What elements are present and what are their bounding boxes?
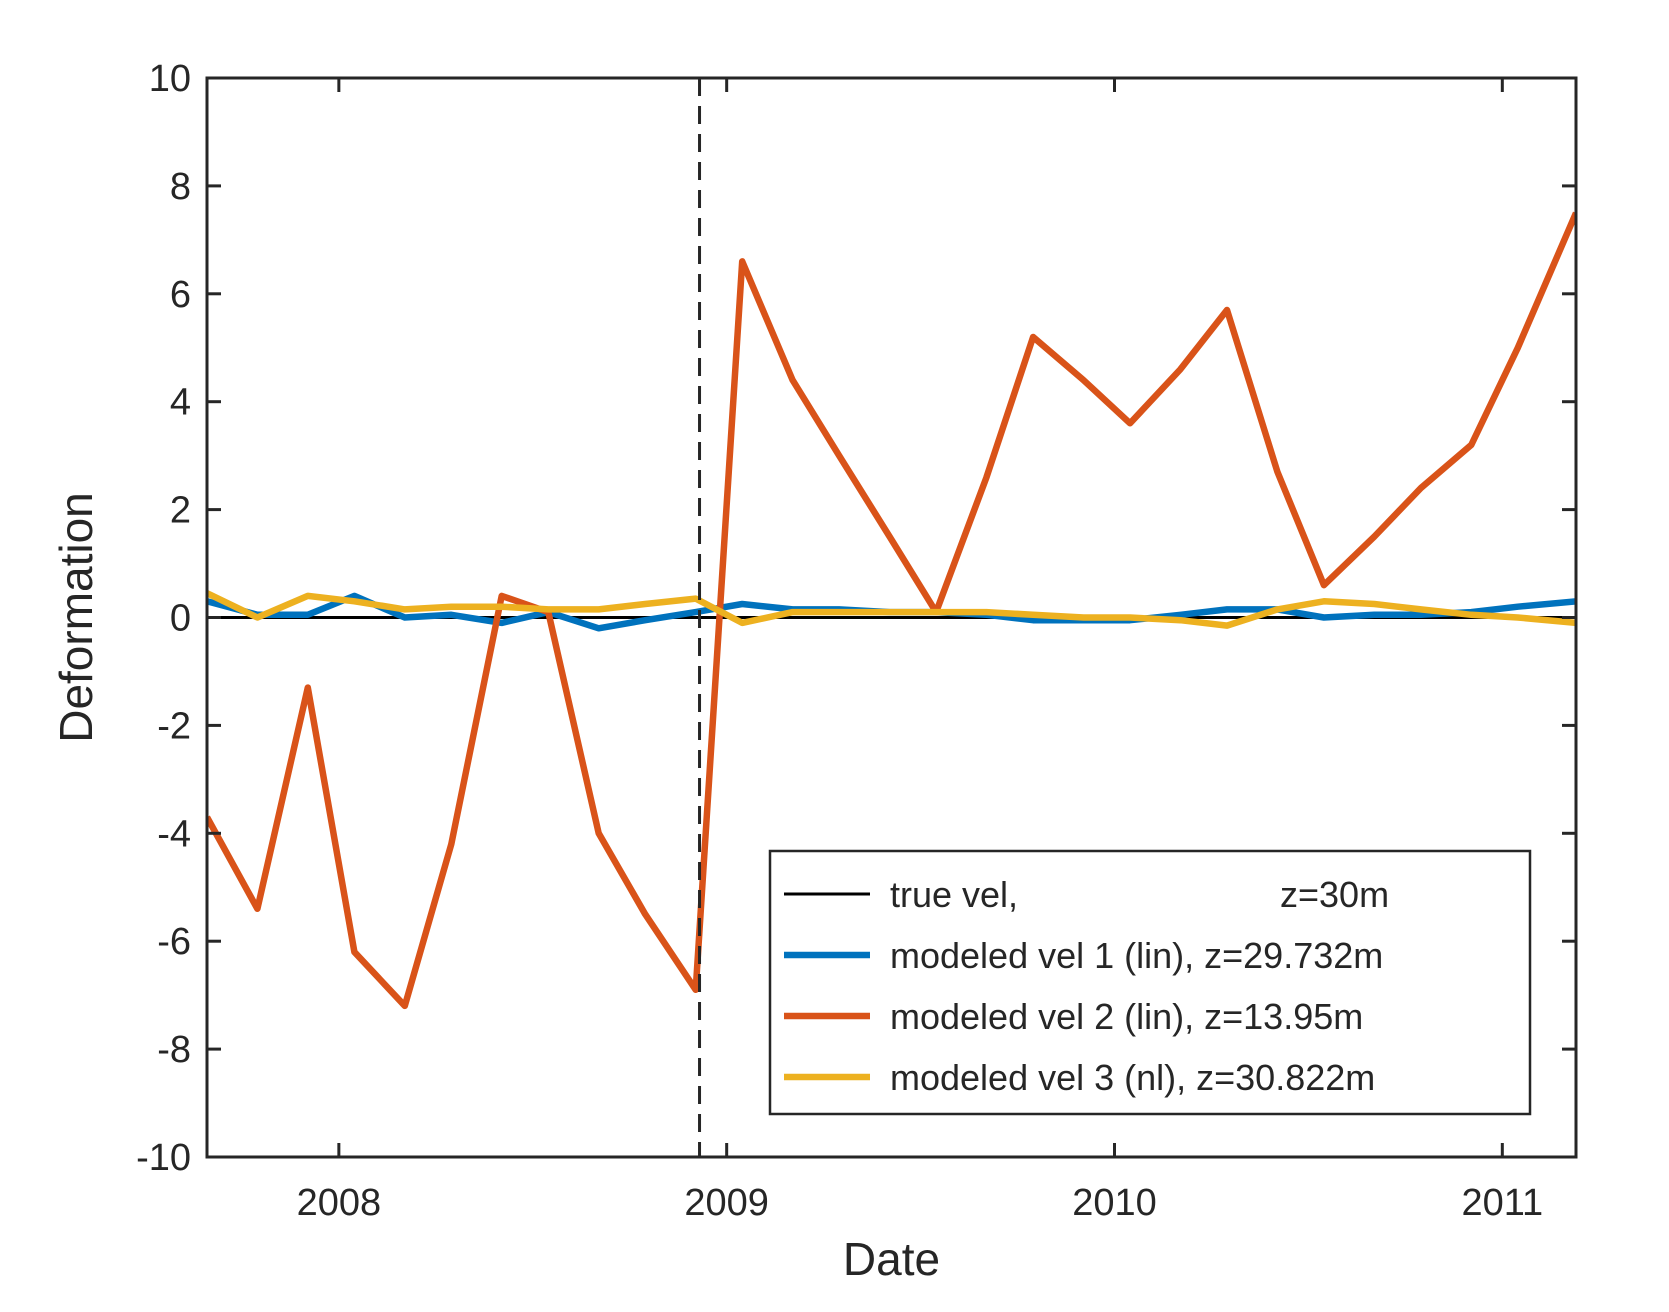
x-tick-label: 2008	[297, 1182, 382, 1224]
y-axis-label: Deformation	[50, 492, 102, 743]
y-tick-label: -8	[157, 1029, 191, 1071]
y-tick-label: 2	[170, 490, 191, 532]
y-tick-label: -2	[157, 705, 191, 747]
legend-label-1: modeled vel 1 (lin), z=29.732m	[890, 935, 1383, 976]
y-tick-label: -6	[157, 921, 191, 963]
series-line-3	[207, 590, 1576, 629]
series-line-2	[207, 211, 1576, 1010]
legend-label-0: true vel,	[890, 874, 1018, 915]
legend: true vel, z=30m modeled vel 1 (lin), z=29.…	[768, 849, 1532, 1116]
y-tick-label: -10	[136, 1137, 191, 1179]
plot-area	[207, 211, 1576, 1010]
y-tick-label: 0	[170, 598, 191, 640]
x-tick-label: 2009	[684, 1182, 769, 1224]
legend-label-suffix-0: z=30m	[1280, 874, 1389, 915]
legend-label-3: modeled vel 3 (nl), z=30.822m	[890, 1057, 1375, 1098]
y-tick-label: 4	[170, 382, 191, 424]
x-axis-label: Date	[843, 1233, 940, 1285]
x-tick-label: 2010	[1072, 1182, 1157, 1224]
y-tick-label: 6	[170, 274, 191, 316]
axes: 2008 2009 2010 2011 -10 -8 -6 -4 -2 0 2 4 6 8 10 Date De…	[50, 58, 1578, 1285]
legend-label-2: modeled vel 2 (lin), z=13.95m	[890, 996, 1363, 1037]
y-tick-label: -4	[157, 813, 191, 855]
x-tick-label: 2011	[1461, 1182, 1543, 1224]
y-tick-label: 8	[170, 166, 191, 208]
legend-box	[768, 849, 1532, 1116]
y-tick-label: 10	[149, 58, 191, 100]
